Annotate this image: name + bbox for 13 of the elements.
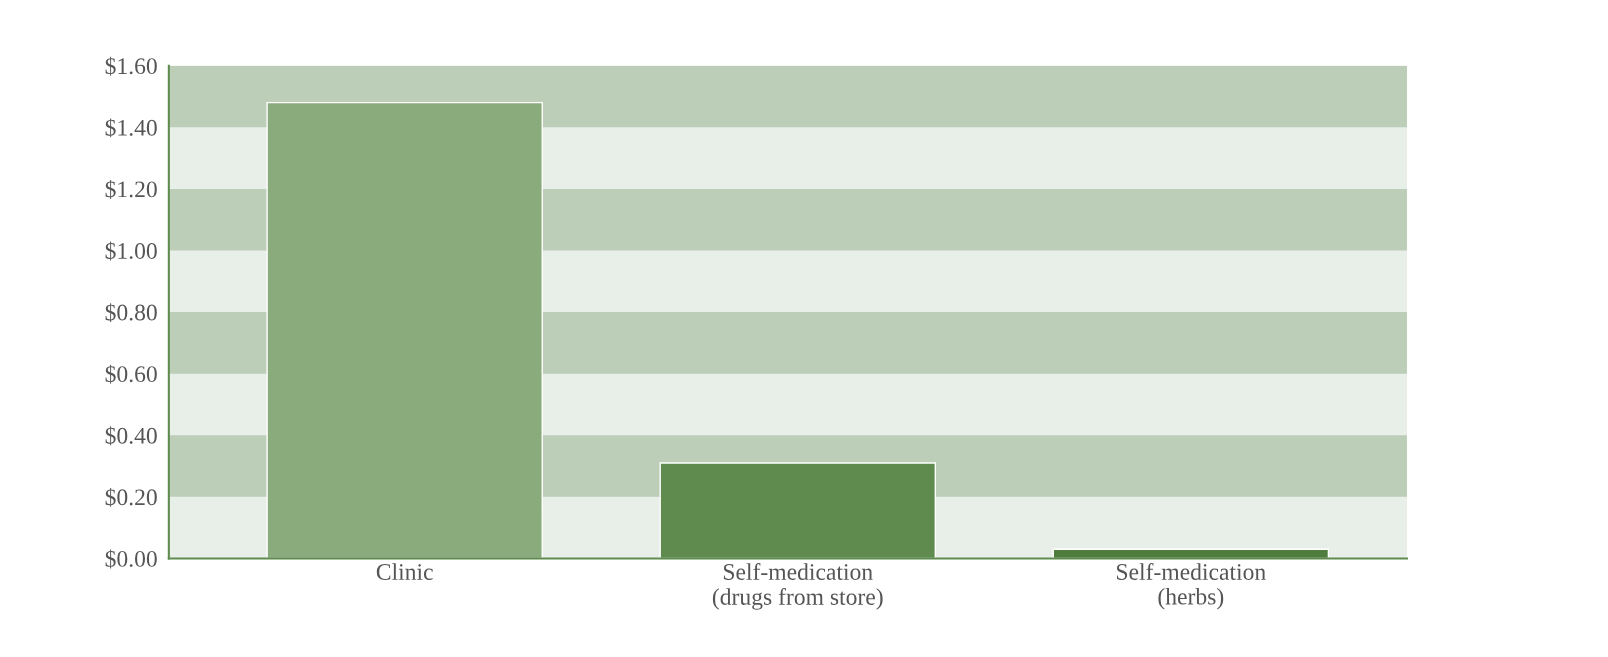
y-tick-label: $0.40 bbox=[105, 426, 157, 446]
bar bbox=[266, 101, 543, 559]
y-tick-label: $1.40 bbox=[105, 118, 157, 138]
x-tick-label: Self-medication (herbs) bbox=[1116, 563, 1266, 610]
y-tick-label: $1.20 bbox=[105, 179, 157, 199]
y-tick-label: $0.00 bbox=[105, 549, 157, 569]
y-tick-label: $0.80 bbox=[105, 303, 157, 323]
y-tick-label: $1.00 bbox=[105, 241, 157, 261]
x-tick-label: Self-medication (drugs from store) bbox=[712, 563, 883, 610]
y-tick-label: $0.20 bbox=[105, 487, 157, 507]
x-tick-label: Clinic bbox=[376, 563, 433, 580]
y-tick-label: $1.60 bbox=[105, 56, 157, 76]
y-tick-label: $0.60 bbox=[105, 364, 157, 384]
